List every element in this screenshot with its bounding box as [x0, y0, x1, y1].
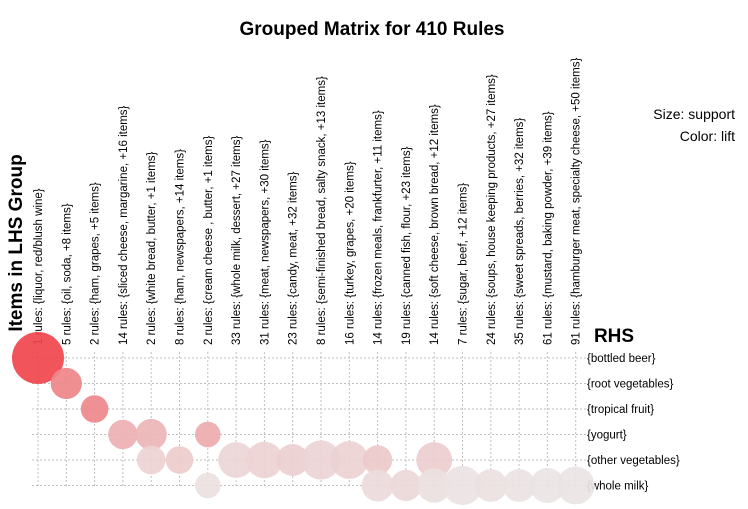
bubbles: [12, 332, 595, 506]
bubble-point: [529, 468, 565, 503]
bubble-point: [330, 441, 369, 479]
lhs-group-label: 2 rules: {ham, grapes, +5 items}: [90, 182, 102, 345]
bubble-point: [195, 472, 221, 499]
lhs-group-label: 23 rules: {candy, meat, +32 items}: [288, 171, 300, 345]
lhs-group-label: 31 rules: {meat, newspapers, +30 items}: [259, 139, 271, 345]
lhs-group-label: 14 rules: {sliced cheese, margarine, +16…: [118, 105, 130, 345]
lhs-group-label: 61 rules: {mustard, baking powder, +39 i…: [542, 111, 554, 345]
lhs-group-label: 35 rules: {sweet spreads, berries, +32 i…: [514, 118, 526, 345]
lhs-group-label: 1 rules: {liquor, red/blush wine}: [33, 188, 45, 345]
lhs-group-label: 14 rules: {frozen meals, frankfurter, +1…: [373, 110, 385, 345]
bubble-point: [390, 469, 422, 502]
lhs-group-label: 2 rules: {white bread, butter, +1 items}: [146, 151, 158, 345]
rhs-item-label: {other vegetables}: [587, 455, 680, 467]
chart-title: Grouped Matrix for 410 Rules: [239, 19, 504, 40]
legend-size-label: Size: support: [653, 106, 735, 122]
lhs-group-label: 16 rules: {turkey, grapes, +20 items}: [344, 161, 356, 345]
rhs-item-label: {yogurt}: [587, 430, 627, 442]
bubble-point: [165, 446, 194, 474]
lhs-group-label: 14 rules: {soft cheese, brown bread, +12…: [429, 104, 441, 345]
rhs-item-label: {whole milk}: [587, 481, 649, 493]
lhs-group-label: 7 rules: {sugar, beef, +12 items}: [458, 183, 470, 345]
bubble-point: [12, 332, 64, 384]
bubble-point: [361, 469, 394, 502]
bubble-point: [108, 419, 138, 450]
lhs-group-label: 19 rules: {canned fish, flour, +23 items…: [401, 146, 413, 345]
lhs-group-label: 8 rules: {semi-finished bread, salty sna…: [316, 76, 328, 345]
bubble-point: [474, 469, 508, 502]
bubble-point: [502, 469, 536, 502]
bubble-point: [276, 444, 309, 476]
lhs-group-label: 91 rules: {hamburger meat, specialty che…: [571, 58, 583, 345]
bubble-point: [195, 421, 221, 448]
lhs-group-label: 2 rules: {cream cheese , butter, +1 item…: [203, 135, 215, 345]
rhs-item-label: {root vegetables}: [587, 379, 673, 391]
bubble-point: [362, 445, 393, 475]
lhs-group-label: 24 rules: {soups, house keeping products…: [486, 74, 498, 345]
bubble-point: [416, 442, 453, 478]
bubble-point: [556, 466, 595, 505]
bubble-point: [218, 442, 255, 478]
lhs-group-label: 8 rules: {ham, newspapers, +14 items}: [175, 149, 187, 345]
bubble-point: [246, 441, 283, 479]
y-axis-label: Items in LHS Group: [6, 154, 27, 331]
bubble-point: [135, 418, 167, 451]
legend-color-label: Color: lift: [680, 128, 735, 144]
lhs-group-labels: 1 rules: {liquor, red/blush wine} 5 rules…: [33, 58, 583, 345]
bubble-point: [80, 395, 109, 423]
bubble-point: [417, 468, 452, 503]
bubble-point: [50, 367, 82, 400]
rhs-title: RHS: [594, 326, 634, 347]
bubble-point: [136, 445, 166, 475]
bubble-point: [301, 440, 341, 480]
rhs-item-label: {bottled beer}: [587, 353, 656, 365]
rhs-item-label: {tropical fruit}: [587, 404, 654, 416]
bubble-point: [442, 465, 483, 506]
lhs-group-label: 33 rules: {whole milk, dessert, +27 item…: [231, 136, 243, 345]
rhs-item-labels: {bottled beer} {root vegetables} {tropical…: [587, 353, 680, 493]
lhs-group-label: 5 rules: {oil, soda, +8 items}: [61, 203, 73, 345]
